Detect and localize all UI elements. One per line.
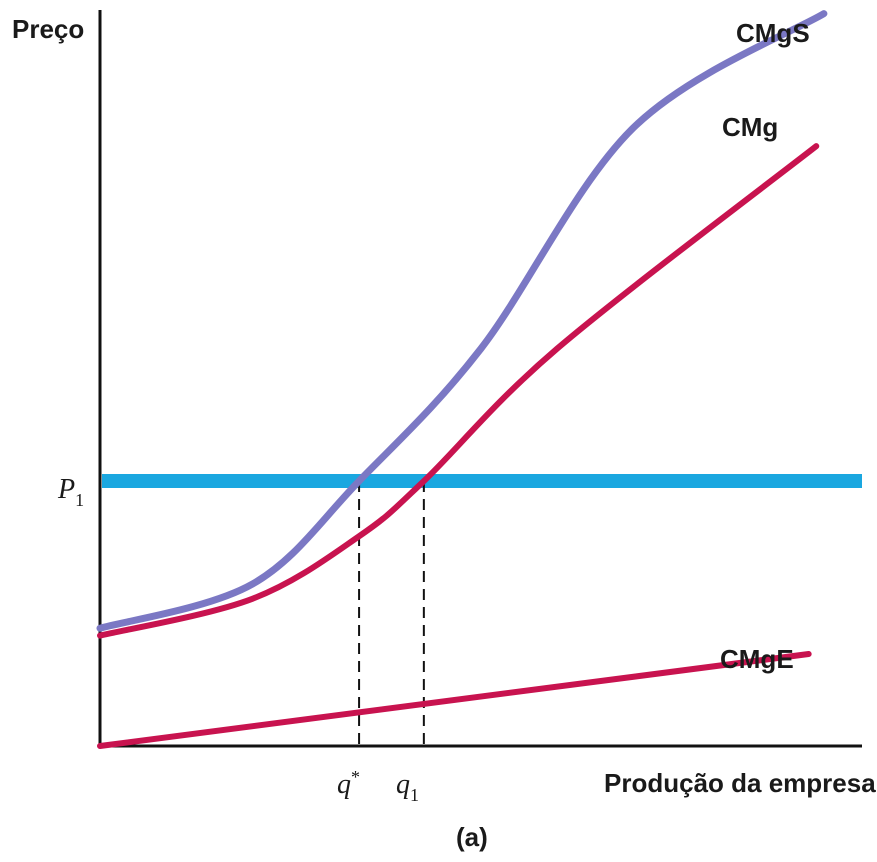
- series-label-cmg: CMg: [722, 112, 778, 142]
- x-axis-label: Produção da empresa: [604, 768, 876, 798]
- chart-caption: (a): [456, 822, 488, 852]
- cmgs-curve: [96, 10, 828, 632]
- tick-label-q1: q1: [396, 769, 419, 805]
- cmge-curve: [97, 651, 812, 749]
- series-label-cmge: CMgE: [720, 644, 794, 674]
- tick-label-q-star: q*: [337, 767, 360, 800]
- price-label-p1: P1: [57, 474, 84, 510]
- series-label-cmgs: CMgS: [736, 18, 810, 48]
- y-axis-label: Preço: [12, 14, 84, 44]
- cmg-curve: [97, 143, 820, 639]
